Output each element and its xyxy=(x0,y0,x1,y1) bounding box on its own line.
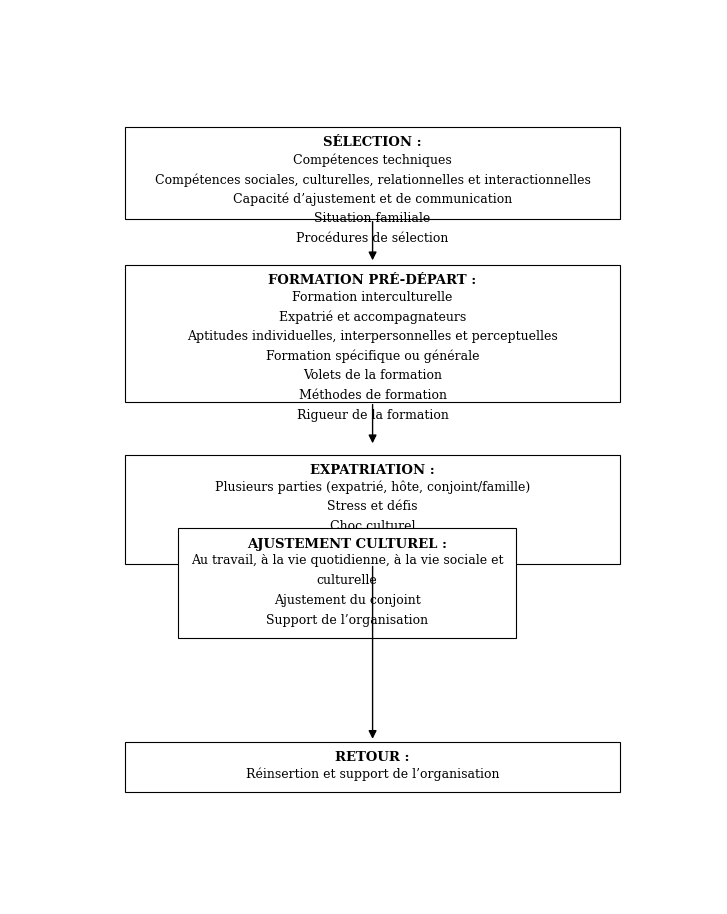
Text: Au travail, à la vie quotidienne, à la vie sociale et: Au travail, à la vie quotidienne, à la v… xyxy=(191,555,504,568)
Text: Rigueur de la formation: Rigueur de la formation xyxy=(297,409,449,421)
Text: culturelle: culturelle xyxy=(317,574,377,587)
Text: Méthodes de formation: Méthodes de formation xyxy=(299,389,446,402)
Text: Réinsertion et support de l’organisation: Réinsertion et support de l’organisation xyxy=(246,768,499,781)
Text: Formation spécifique ou générale: Formation spécifique ou générale xyxy=(266,350,479,363)
Text: Formation interculturelle: Formation interculturelle xyxy=(292,291,453,303)
Text: Aptitudes individuelles, interpersonnelles et perceptuelles: Aptitudes individuelles, interpersonnell… xyxy=(188,330,558,343)
Text: EXPATRIATION :: EXPATRIATION : xyxy=(310,463,435,477)
Text: Choc culturel: Choc culturel xyxy=(330,520,415,533)
Text: Stress et défis: Stress et défis xyxy=(327,500,418,514)
Text: Support de l’organisation: Support de l’organisation xyxy=(266,613,428,627)
Text: SÉLECTION :: SÉLECTION : xyxy=(324,136,422,149)
Bar xyxy=(178,528,516,638)
Text: Plusieurs parties (expatrié, hôte, conjoint/famille): Plusieurs parties (expatrié, hôte, conjo… xyxy=(215,481,530,494)
Text: Ajustement du conjoint: Ajustement du conjoint xyxy=(274,594,421,607)
Text: Procédures de sélection: Procédures de sélection xyxy=(297,232,449,245)
Text: AJUSTEMENT CULTUREL :: AJUSTEMENT CULTUREL : xyxy=(247,537,447,550)
Text: Compétences sociales, culturelles, relationnelles et interactionnelles: Compétences sociales, culturelles, relat… xyxy=(155,173,590,186)
Text: Compétences techniques: Compétences techniques xyxy=(293,154,452,167)
Text: Capacité d’ajustement et de communication: Capacité d’ajustement et de communicatio… xyxy=(233,193,513,207)
Bar xyxy=(125,264,621,402)
Bar xyxy=(125,741,621,792)
Bar xyxy=(125,454,621,564)
Text: FORMATION PRÉ-DÉPART :: FORMATION PRÉ-DÉPART : xyxy=(268,273,477,287)
Text: Volets de la formation: Volets de la formation xyxy=(303,369,442,382)
Text: Situation familiale: Situation familiale xyxy=(315,212,430,226)
Text: Expatrié et accompagnateurs: Expatrié et accompagnateurs xyxy=(279,310,466,324)
Text: RETOUR :: RETOUR : xyxy=(335,750,410,764)
Bar xyxy=(125,127,621,218)
